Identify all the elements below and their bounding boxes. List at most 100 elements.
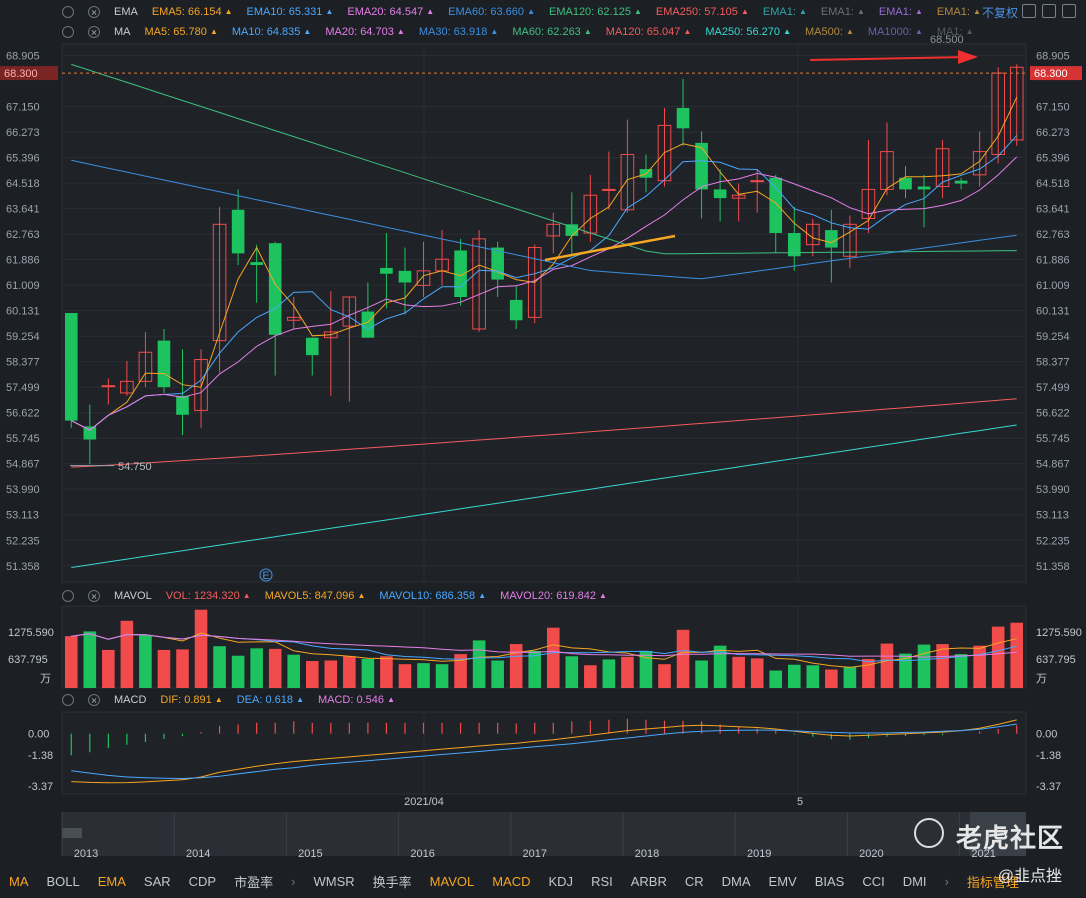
settings-icon[interactable]	[62, 26, 74, 38]
ma-value-7: MA500: ▲	[804, 26, 854, 38]
settings-icon[interactable]	[62, 590, 74, 602]
price-tick-left: 65.396	[6, 153, 40, 165]
x-label: 5	[797, 796, 803, 808]
tab-5[interactable]: 市盈率	[234, 874, 274, 890]
price-tick-left: 67.150	[6, 102, 40, 114]
candle-body	[1009, 66, 1024, 141]
price-tick-right: 52.235	[1036, 535, 1070, 547]
candle-body	[565, 224, 579, 236]
price-tick-left: 64.518	[6, 178, 40, 190]
tab-12[interactable]: RSI	[591, 873, 613, 889]
candle-body	[454, 250, 467, 298]
macd-indicator-name[interactable]: MACD	[114, 694, 147, 706]
macd-pane	[61, 711, 1027, 795]
candle-body	[268, 243, 282, 335]
ema-value-7: EMA1: ▲	[820, 6, 865, 18]
refresh-icon[interactable]	[1042, 4, 1056, 18]
tab-1[interactable]: BOLL	[46, 873, 80, 889]
year-label: 2015	[298, 848, 322, 860]
fullscreen-icon[interactable]	[1062, 4, 1076, 18]
price-pane	[61, 43, 1027, 583]
price-tick-right: 62.763	[1036, 229, 1070, 241]
tab-21[interactable]: 指标管理	[966, 874, 1019, 890]
volume-bar	[713, 645, 727, 688]
current-price-right: 68.300	[1034, 68, 1068, 80]
price-tick-right: 56.622	[1036, 408, 1070, 420]
ma-value-5: MA120: 65.047 ▲	[605, 26, 692, 38]
ma5-line	[71, 97, 1018, 431]
tab-7[interactable]: WMSR	[313, 873, 355, 889]
ma-value-0: MA5: 65.780 ▲	[144, 26, 218, 38]
close-icon[interactable]	[88, 590, 100, 602]
tab-3[interactable]: SAR	[143, 873, 171, 889]
volume-bar	[454, 654, 467, 688]
candle-body	[138, 351, 153, 382]
candle-body	[787, 233, 801, 257]
close-icon[interactable]	[88, 694, 100, 706]
tab-19[interactable]: DMI	[902, 873, 927, 889]
year-label: 2016	[410, 848, 434, 860]
current-price-left: 68.300	[4, 68, 38, 80]
up-arrow-icon: ▲	[426, 7, 435, 16]
tab-17[interactable]: BIAS	[814, 873, 845, 889]
volume-bar	[398, 664, 412, 688]
tab-0[interactable]: MA	[9, 873, 29, 889]
price-tick-left: 60.131	[6, 306, 40, 318]
ma-legend-bar: MA MA5: 65.780 ▲ MA10: 64.835 ▲ MA20: 64.7…	[0, 22, 1086, 42]
tab-10[interactable]: MACD	[492, 873, 531, 889]
macd-values: DIF: 0.891 ▲ DEA: 0.618 ▲ MACD: 0.546 ▲	[160, 694, 409, 706]
up-arrow-icon: ▲	[209, 27, 218, 36]
up-arrow-icon: ▲	[303, 27, 312, 36]
ema-value-2: EMA20: 64.547 ▲	[347, 6, 435, 18]
tab-14[interactable]: CR	[684, 873, 704, 889]
tab-4[interactable]: CDP	[188, 873, 217, 889]
candle-body	[157, 340, 171, 388]
volume-bar	[157, 649, 171, 688]
event-icon	[259, 568, 273, 582]
close-icon[interactable]	[88, 6, 100, 18]
volume-bar	[343, 656, 356, 688]
ema-value-5: EMA250: 57.105 ▲	[655, 6, 749, 18]
tab-13[interactable]: ARBR	[630, 873, 667, 889]
undo-icon[interactable]	[1022, 4, 1036, 18]
tab-8[interactable]: 换手率	[372, 874, 412, 890]
vol-tick-left: 1275.590	[8, 627, 54, 639]
volume-bar	[120, 620, 134, 688]
up-arrow-icon: ▲	[683, 27, 692, 36]
tab-2[interactable]: EMA	[97, 873, 126, 889]
tab-20[interactable]: ›	[944, 873, 949, 889]
volume-bar	[305, 661, 319, 688]
vol-tick-right: 1275.590	[1036, 627, 1082, 639]
vol-indicator-name[interactable]: MAVOL	[114, 590, 152, 602]
event-marker: E	[262, 570, 269, 582]
tab-11[interactable]: KDJ	[548, 873, 574, 889]
volume-bar	[825, 669, 838, 688]
settings-icon[interactable]	[62, 694, 74, 706]
price-tick-right: 58.377	[1036, 357, 1070, 369]
up-arrow-icon: ▲	[490, 27, 499, 36]
price-tick-left: 52.235	[6, 535, 40, 547]
settings-icon[interactable]	[62, 6, 74, 18]
volume-bar	[954, 654, 968, 688]
macd-tick-right: -3.37	[1036, 781, 1061, 793]
up-arrow-icon: ▲	[396, 27, 405, 36]
volume-bar	[639, 650, 653, 688]
ma-indicator-name[interactable]: MA	[114, 26, 131, 38]
tab-9[interactable]: MAVOL	[429, 873, 475, 889]
macd-tick-left: 0.00	[28, 729, 49, 741]
tab-16[interactable]: EMV	[768, 873, 797, 889]
ma-value-2: MA20: 64.703 ▲	[325, 26, 405, 38]
price-tick-right: 68.905	[1036, 50, 1070, 62]
adjust-mode-button[interactable]: 不复权	[981, 6, 1018, 20]
year-label: 2020	[859, 848, 883, 860]
close-icon[interactable]	[88, 26, 100, 38]
price-chart[interactable]: 68.905 68.905 68.300 68.300 67.150 67.150 66.2…	[0, 0, 1086, 866]
price-tick-right: 57.499	[1036, 382, 1070, 394]
macd-value-2: MACD: 0.546 ▲	[317, 694, 395, 706]
tab-6[interactable]: ›	[291, 873, 296, 889]
volume-bar	[435, 664, 449, 688]
ema-indicator-name[interactable]: EMA	[114, 6, 138, 18]
ma30-line	[71, 159, 1017, 280]
tab-15[interactable]: DMA	[721, 873, 751, 889]
tab-18[interactable]: CCI	[862, 873, 885, 889]
